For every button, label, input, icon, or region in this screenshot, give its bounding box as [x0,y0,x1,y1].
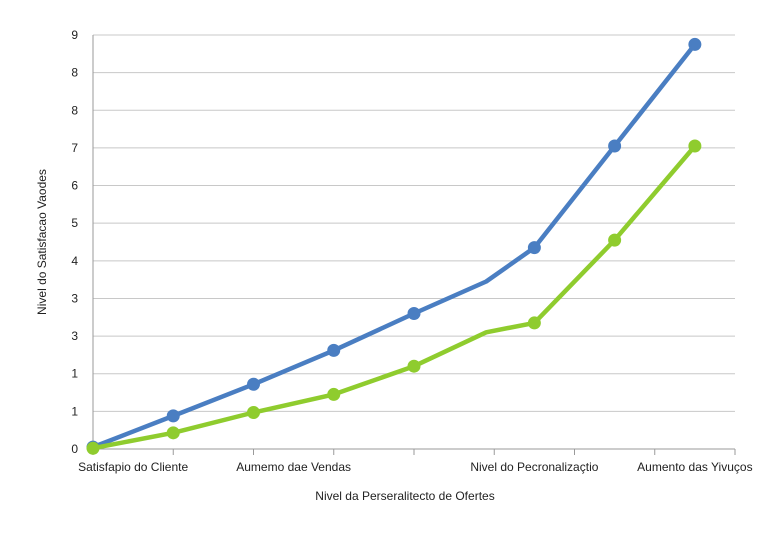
y-tick-label: 0 [71,442,78,456]
x-category-label: Nivel do Pecronalizaçtio [470,460,598,474]
series-2-point [688,139,702,153]
series-1-point [327,343,341,357]
y-tick-label: 5 [71,216,78,230]
series-1-point [407,307,421,321]
series-1-point [247,377,260,391]
y-tick-label: 3 [71,329,78,343]
y-axis-title: Nivel do Satisfacao Vaodes [35,169,49,315]
series-2-point [247,405,260,419]
x-axis-title: Nivel da Perseralitecto de Ofertes [315,489,494,503]
y-tick-label: 3 [71,291,78,305]
series-2-point [527,316,541,330]
series-2-point [327,387,341,401]
x-axis-ticks: Satisfapio do Cliente Aumemo dae Vendas Ni… [78,460,752,474]
y-tick-label: 1 [71,367,78,381]
y-axis-ticks: 0 1 1 3 3 4 5 6 7 8 8 9 [71,28,78,456]
series-layer [86,37,702,455]
series-2-point [608,233,622,247]
series-line-2 [90,143,698,451]
x-category-label: Aumemo dae Vendas [236,460,351,474]
y-tick-label: 6 [71,179,78,193]
series-1-point [527,241,541,255]
y-tick-label: 1 [71,404,78,418]
series-2-point [407,359,421,373]
gridlines [92,34,736,455]
y-tick-label: 8 [71,66,78,80]
series-1-point [688,37,702,51]
x-category-label: Aumento das Yivuços [637,460,752,474]
y-tick-label: 7 [71,141,78,155]
x-category-label: Satisfapio do Cliente [78,460,188,474]
series-1-point [608,139,622,153]
series-line-1 [90,42,698,450]
y-tick-label: 9 [71,28,78,42]
y-tick-label: 4 [71,254,78,268]
series-2-point [86,441,100,455]
y-tick-label: 8 [71,103,78,117]
series-1-point [166,409,180,423]
series-2-point [166,426,180,440]
